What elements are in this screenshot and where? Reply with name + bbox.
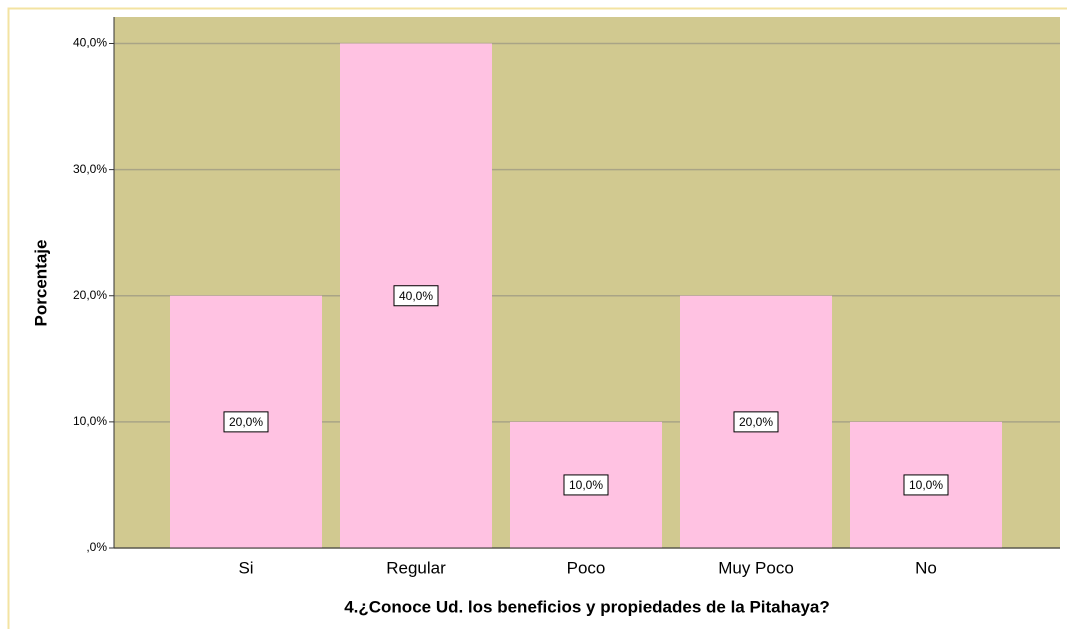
- x-tick-label: Regular: [386, 558, 446, 577]
- value-label-box: [733, 411, 779, 433]
- y-axis-label: Porcentaje: [31, 240, 50, 327]
- value-label-box: [393, 285, 439, 307]
- frame: [7, 7, 1067, 629]
- value-label-box: [903, 474, 949, 496]
- value-label: 10,0%: [909, 478, 943, 492]
- value-label: 20,0%: [739, 415, 773, 429]
- x-tick-label: No: [915, 558, 937, 577]
- x-tick-label: Poco: [567, 558, 606, 577]
- y-tick-label: 20,0%: [73, 288, 107, 302]
- value-label: 20,0%: [229, 415, 263, 429]
- value-label-box: [223, 411, 269, 433]
- y-tick-label: ,0%: [86, 540, 107, 554]
- y-tick-label: 30,0%: [73, 162, 107, 176]
- x-tick-label: Si: [238, 558, 253, 577]
- y-tick-label: 40,0%: [73, 36, 107, 50]
- value-label: 40,0%: [399, 289, 433, 303]
- y-tick-label: 10,0%: [73, 414, 107, 428]
- value-label-box: [563, 474, 609, 496]
- value-label: 10,0%: [569, 478, 603, 492]
- x-tick-label: Muy Poco: [718, 558, 794, 577]
- x-axis-label: 4.¿Conoce Ud. los beneficios y propiedad…: [344, 597, 830, 616]
